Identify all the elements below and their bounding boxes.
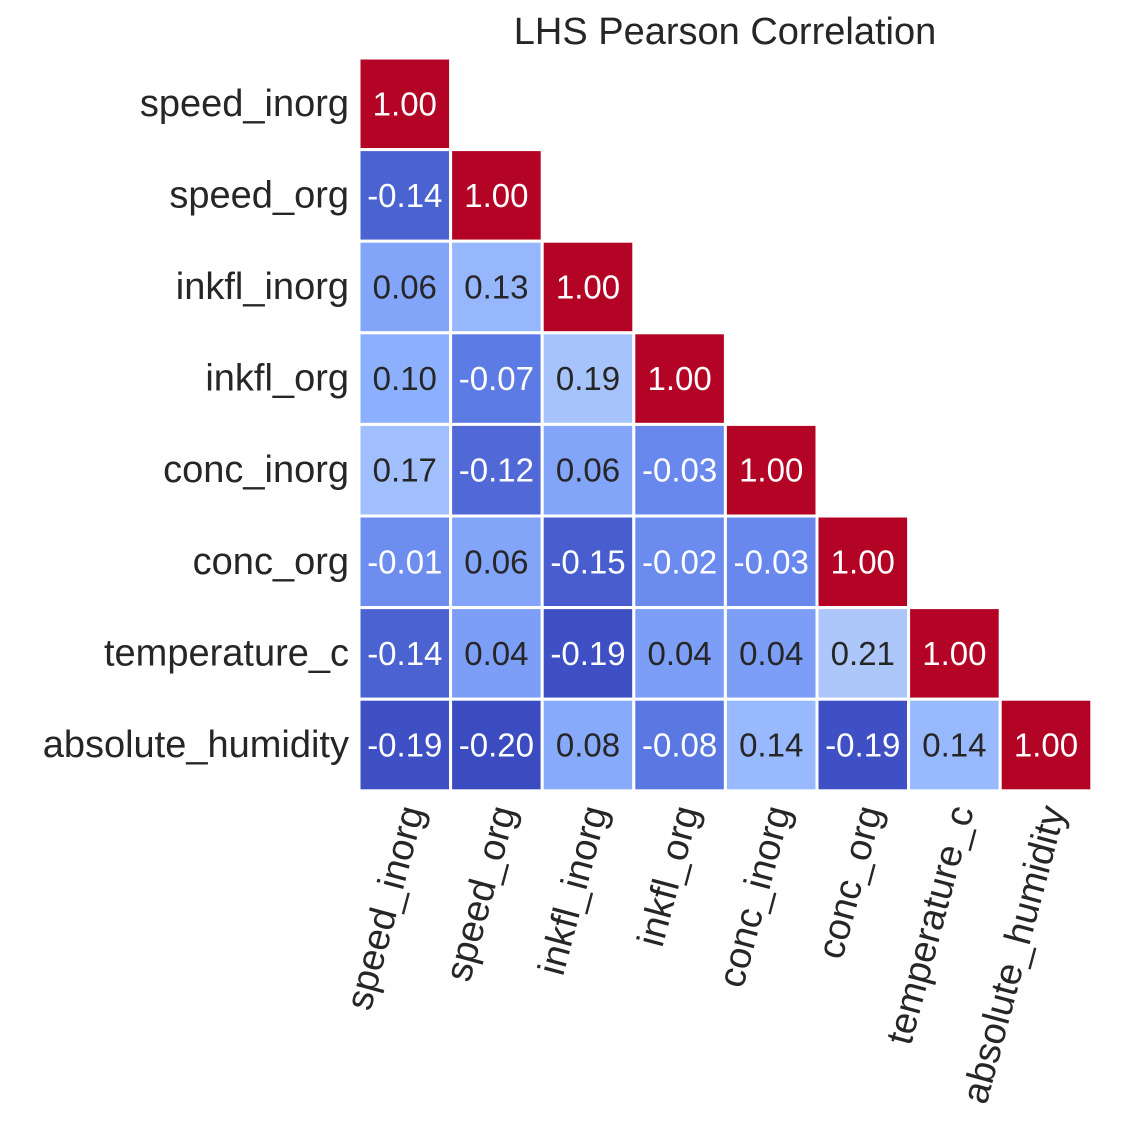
heatmap-cell-inkfl_inorg-inkfl_inorg	[540, 239, 636, 335]
heatmap-cell-label-conc_org-conc_org: 1.00	[831, 543, 895, 580]
heatmap-cell-absolute_humidity-inkfl_inorg	[540, 697, 636, 793]
heatmap-cell-label-temperature_c-inkfl_inorg: -0.19	[550, 635, 625, 672]
heatmap-cell-label-temperature_c-inkfl_org: 0.04	[647, 635, 711, 672]
heatmap-cell-label-speed_inorg-speed_inorg: 1.00	[373, 85, 437, 122]
heatmap-cell-conc_inorg-speed_org	[449, 422, 544, 518]
heatmap-cell-conc_org-speed_org	[449, 514, 544, 610]
heatmap-cell-label-absolute_humidity-speed_inorg: -0.19	[367, 727, 442, 764]
heatmap-cell-label-conc_inorg-inkfl_inorg: 0.06	[556, 452, 620, 489]
heatmap-cell-temperature_c-speed_org	[449, 606, 544, 701]
heatmap-cell-label-inkfl_org-inkfl_inorg: 0.19	[556, 360, 620, 397]
heatmap-cell-conc_org-conc_inorg	[723, 514, 819, 610]
heatmap-cell-absolute_humidity-speed_inorg	[357, 697, 453, 793]
heatmap-cell-absolute_humidity-absolute_humidity	[998, 697, 1094, 793]
heatmap-cell-conc_org-conc_org	[815, 514, 911, 610]
y-tick-label-conc_org: conc_org	[193, 541, 349, 583]
heatmap-cell-absolute_humidity-temperature_c	[907, 697, 1002, 793]
y-tick-label-temperature_c: temperature_c	[104, 632, 349, 674]
heatmap-cell-absolute_humidity-conc_org	[815, 697, 911, 793]
y-tick-label-speed_inorg: speed_inorg	[140, 83, 349, 125]
heatmap-cell-label-conc_inorg-inkfl_org: -0.03	[642, 452, 717, 489]
heatmap-cell-label-temperature_c-speed_inorg: -0.14	[367, 635, 442, 672]
heatmap-cell-label-inkfl_inorg-speed_org: 0.13	[464, 269, 528, 306]
heatmap-cell-label-inkfl_inorg-speed_inorg: 0.06	[373, 269, 437, 306]
heatmap-cell-conc_org-inkfl_org	[632, 514, 727, 610]
x-tick-label-inkfl_org: inkfl_org	[630, 801, 708, 951]
y-tick-label-conc_inorg: conc_inorg	[163, 449, 349, 491]
heatmap-cell-label-inkfl_org-speed_inorg: 0.10	[373, 360, 437, 397]
heatmap-cell-label-absolute_humidity-inkfl_org: -0.08	[642, 727, 717, 764]
heatmap-cell-label-conc_inorg-speed_inorg: 0.17	[373, 452, 437, 489]
heatmap-cell-label-speed_org-speed_org: 1.00	[464, 177, 528, 214]
heatmap-cell-inkfl_org-speed_org	[449, 331, 544, 426]
heatmap-cell-temperature_c-speed_inorg	[357, 606, 453, 701]
heatmap-cell-speed_inorg-speed_inorg	[357, 56, 453, 152]
heatmap-cell-label-temperature_c-speed_org: 0.04	[464, 635, 528, 672]
heatmap-cell-label-conc_inorg-conc_inorg: 1.00	[739, 452, 803, 489]
heatmap-cell-label-inkfl_org-inkfl_org: 1.00	[647, 360, 711, 397]
heatmap-cell-label-temperature_c-conc_inorg: 0.04	[739, 635, 803, 672]
heatmap-cell-label-conc_org-conc_inorg: -0.03	[734, 543, 809, 580]
heatmap-cell-label-absolute_humidity-speed_org: -0.20	[459, 727, 534, 764]
heatmap-cell-label-conc_org-speed_org: 0.06	[464, 543, 528, 580]
heatmap-cell-label-temperature_c-conc_org: 0.21	[831, 635, 895, 672]
x-tick-label-conc_org: conc_org	[810, 801, 891, 963]
y-tick-label-inkfl_inorg: inkfl_inorg	[176, 266, 349, 308]
x-tick-label-speed_inorg: speed_inorg	[338, 801, 433, 1014]
heatmap-cell-conc_inorg-inkfl_org	[632, 422, 727, 518]
x-tick-label-inkfl_inorg: inkfl_inorg	[531, 801, 616, 979]
y-tick-label-speed_org: speed_org	[169, 174, 349, 216]
heatmap-cell-label-absolute_humidity-conc_inorg: 0.14	[739, 727, 803, 764]
heatmap-cell-inkfl_org-inkfl_org	[632, 331, 727, 426]
y-tick-label-absolute_humidity: absolute_humidity	[43, 724, 349, 766]
heatmap-cell-label-inkfl_inorg-inkfl_inorg: 1.00	[556, 269, 620, 306]
heatmap-cell-label-absolute_humidity-inkfl_inorg: 0.08	[556, 727, 620, 764]
x-tick-label-speed_org: speed_org	[438, 801, 525, 985]
heatmap-cell-conc_org-speed_inorg	[357, 514, 453, 610]
heatmap-cell-label-conc_org-speed_inorg: -0.01	[367, 543, 442, 580]
chart-title: LHS Pearson Correlation	[514, 11, 936, 53]
heatmap-cell-label-conc_inorg-speed_org: -0.12	[459, 452, 534, 489]
heatmap-cell-label-inkfl_org-speed_org: -0.07	[459, 360, 534, 397]
y-axis-tick-labels: speed_inorg speed_org inkfl_inorg inkfl_org…	[43, 83, 349, 766]
heatmap-cell-speed_org-speed_inorg	[357, 148, 453, 243]
x-tick-label-conc_inorg: conc_inorg	[711, 801, 800, 991]
y-tick-label-inkfl_org: inkfl_org	[205, 358, 349, 400]
x-tick-label-temperature_c: temperature_c	[879, 801, 983, 1049]
heatmap-cell-temperature_c-conc_org	[815, 606, 911, 701]
heatmap-cell-label-absolute_humidity-absolute_humidity: 1.00	[1014, 727, 1078, 764]
heatmap-cell-label-conc_org-inkfl_org: -0.02	[642, 543, 717, 580]
x-axis-tick-labels: speed_inorg speed_org inkfl_inorg inkfl_org…	[338, 801, 1074, 1108]
heatmap-cell-label-conc_org-inkfl_inorg: -0.15	[550, 543, 625, 580]
heatmap-cell-label-absolute_humidity-temperature_c: 0.14	[922, 727, 986, 764]
heatmap-cell-label-absolute_humidity-conc_org: -0.19	[825, 727, 900, 764]
heatmap-cell-label-speed_org-speed_inorg: -0.14	[367, 177, 442, 214]
heatmap-cells: 1.00 -0.14 1.00 0.06 0.13 1.00 0.10 -0.07 0.19 1.…	[357, 56, 1094, 793]
heatmap-cell-label-temperature_c-temperature_c: 1.00	[922, 635, 986, 672]
